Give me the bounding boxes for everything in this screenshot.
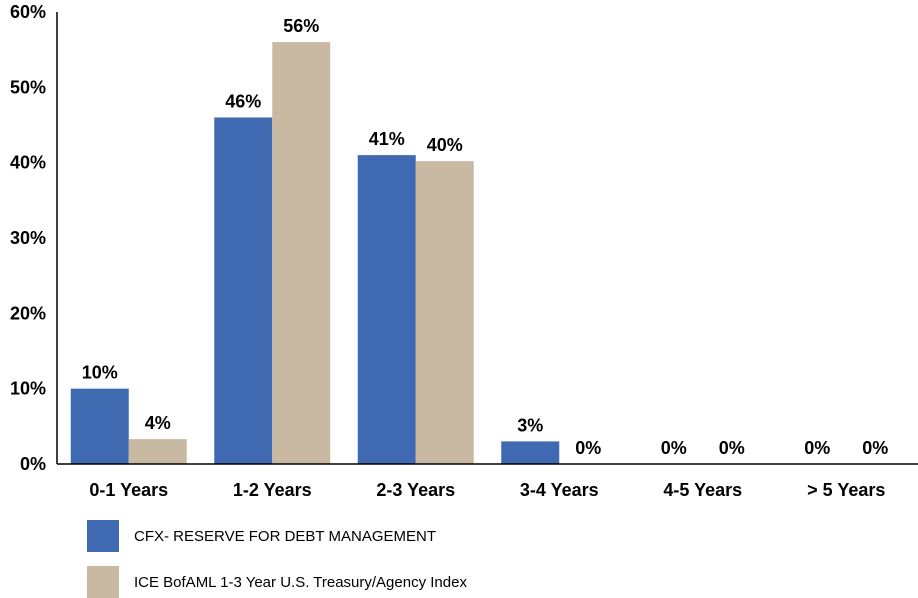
bar: [272, 42, 331, 465]
x-tick-label: > 5 Years: [807, 480, 885, 500]
x-tick-label: 3-4 Years: [520, 480, 599, 500]
y-tick-label: 10%: [10, 379, 46, 399]
data-label: 0%: [804, 438, 830, 458]
legend-swatch-cfx: [87, 520, 119, 552]
bars: [70, 42, 560, 465]
data-label: 10%: [82, 363, 118, 383]
data-label: 46%: [225, 91, 261, 111]
data-label: 0%: [661, 438, 687, 458]
y-axis-tick-labels: 0% 10% 20% 30% 40% 50% 60%: [10, 2, 46, 474]
legend-item-ice-index: ICE BofAML 1-3 Year U.S. Treasury/Agency…: [87, 566, 467, 598]
y-tick-label: 60%: [10, 2, 46, 22]
legend-label-ice-index: ICE BofAML 1-3 Year U.S. Treasury/Agency…: [134, 573, 467, 591]
bar: [128, 439, 187, 464]
legend-label-cfx: CFX- RESERVE FOR DEBT MANAGEMENT: [134, 527, 436, 545]
data-label: 56%: [283, 16, 319, 36]
bar: [501, 441, 560, 464]
data-labels: 10% 4% 46% 56% 41% 40% 3% 0% 0% 0% 0% 0%: [82, 16, 889, 458]
y-tick-label: 20%: [10, 303, 46, 323]
y-tick-label: 40%: [10, 153, 46, 173]
x-tick-label: 2-3 Years: [376, 480, 455, 500]
bar: [214, 117, 273, 464]
legend-item-cfx: CFX- RESERVE FOR DEBT MANAGEMENT: [87, 520, 436, 552]
bar: [357, 155, 416, 464]
bar: [70, 388, 129, 464]
x-tick-label: 1-2 Years: [233, 480, 312, 500]
data-label: 0%: [719, 438, 745, 458]
y-tick-label: 50%: [10, 77, 46, 97]
data-label: 3%: [517, 415, 543, 435]
y-tick-label: 30%: [10, 228, 46, 248]
bar: [415, 161, 474, 464]
data-label: 4%: [145, 413, 171, 433]
y-tick-label: 0%: [20, 454, 46, 474]
x-tick-label: 0-1 Years: [89, 480, 168, 500]
x-axis-tick-labels: 0-1 Years 1-2 Years 2-3 Years 3-4 Years 4-5 …: [89, 480, 885, 500]
data-label: 0%: [862, 438, 888, 458]
legend-swatch-ice-index: [87, 566, 119, 598]
x-tick-label: 4-5 Years: [663, 480, 742, 500]
data-label: 0%: [575, 438, 601, 458]
data-label: 41%: [369, 129, 405, 149]
data-label: 40%: [427, 135, 463, 155]
